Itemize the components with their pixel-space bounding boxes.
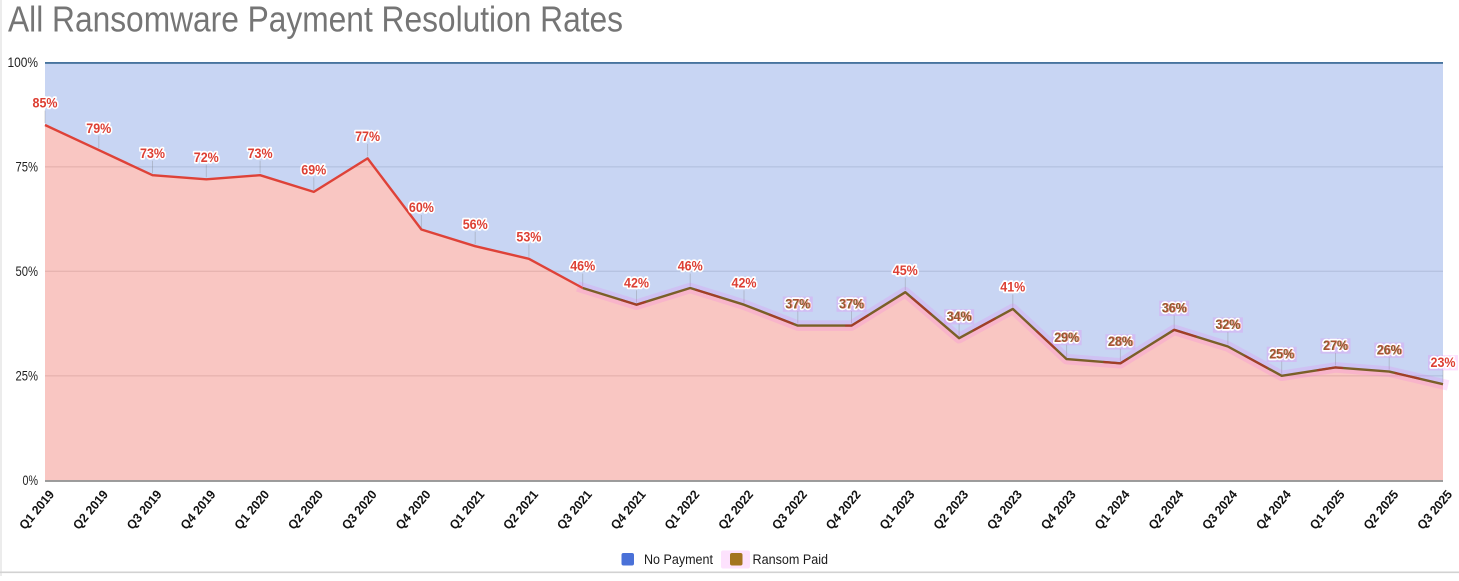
svg-text:34%: 34%: [947, 308, 972, 324]
svg-text:73%: 73%: [248, 145, 273, 161]
svg-text:100%: 100%: [8, 55, 39, 70]
svg-text:All Ransomware Payment Resolut: All Ransomware Payment Resolution Rates: [8, 0, 623, 40]
svg-text:37%: 37%: [785, 295, 810, 311]
svg-text:75%: 75%: [16, 159, 39, 174]
svg-text:36%: 36%: [1163, 300, 1188, 316]
svg-text:28%: 28%: [1108, 333, 1133, 349]
svg-text:23%: 23%: [1431, 354, 1456, 370]
svg-text:46%: 46%: [570, 258, 595, 274]
svg-text:53%: 53%: [516, 229, 541, 245]
svg-text:37%: 37%: [786, 295, 811, 311]
svg-text:56%: 56%: [463, 216, 488, 232]
svg-text:29%: 29%: [1055, 329, 1080, 345]
svg-text:45%: 45%: [893, 262, 918, 278]
svg-text:27%: 27%: [1324, 337, 1349, 353]
svg-text:29%: 29%: [1054, 329, 1079, 345]
svg-text:50%: 50%: [16, 264, 39, 279]
svg-text:25%: 25%: [1269, 346, 1294, 362]
svg-text:34%: 34%: [948, 308, 973, 324]
svg-text:42%: 42%: [624, 274, 649, 290]
svg-text:46%: 46%: [678, 258, 703, 274]
svg-text:28%: 28%: [1109, 333, 1134, 349]
svg-text:77%: 77%: [355, 128, 380, 144]
svg-text:79%: 79%: [86, 120, 111, 136]
svg-text:73%: 73%: [140, 145, 165, 161]
svg-text:25%: 25%: [1270, 346, 1295, 362]
svg-text:37%: 37%: [840, 295, 865, 311]
svg-text:60%: 60%: [409, 199, 434, 215]
svg-text:37%: 37%: [839, 295, 864, 311]
svg-text:41%: 41%: [1000, 279, 1025, 295]
svg-text:26%: 26%: [1378, 341, 1403, 357]
svg-text:0%: 0%: [23, 473, 39, 488]
svg-text:No Payment: No Payment: [644, 552, 713, 567]
svg-text:27%: 27%: [1323, 337, 1348, 353]
svg-text:72%: 72%: [194, 149, 219, 165]
svg-text:32%: 32%: [1215, 316, 1240, 332]
svg-text:26%: 26%: [1377, 341, 1402, 357]
svg-text:69%: 69%: [301, 162, 326, 178]
svg-text:42%: 42%: [732, 274, 757, 290]
svg-text:25%: 25%: [16, 368, 39, 383]
svg-text:36%: 36%: [1162, 300, 1187, 316]
svg-text:Ransom Paid: Ransom Paid: [753, 552, 829, 567]
svg-text:32%: 32%: [1217, 316, 1242, 332]
svg-text:85%: 85%: [33, 95, 58, 111]
